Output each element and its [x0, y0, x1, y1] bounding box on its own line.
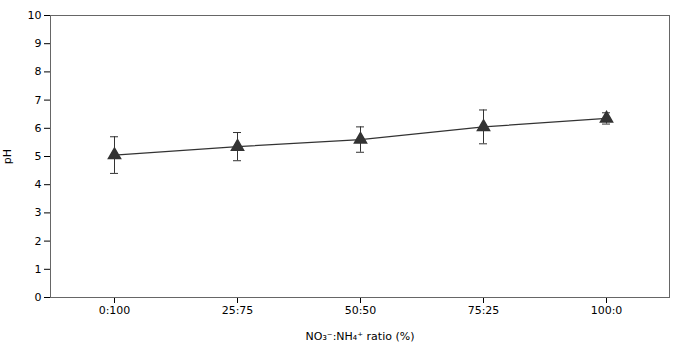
svg-text:7: 7 [35, 94, 42, 107]
svg-text:2: 2 [35, 235, 42, 248]
svg-text:1: 1 [35, 263, 42, 276]
svg-text:0:100: 0:100 [99, 304, 131, 317]
svg-text:pH: pH [1, 149, 14, 164]
svg-text:4: 4 [35, 178, 42, 191]
svg-text:25:75: 25:75 [222, 304, 254, 317]
svg-text:8: 8 [35, 65, 42, 78]
svg-text:9: 9 [35, 37, 42, 50]
svg-text:100:0: 100:0 [591, 304, 623, 317]
svg-text:75:25: 75:25 [468, 304, 500, 317]
svg-text:10: 10 [28, 9, 42, 22]
svg-text:3: 3 [35, 206, 42, 219]
svg-text:NO₃⁻:NH₄⁺ ratio (%): NO₃⁻:NH₄⁺ ratio (%) [306, 330, 415, 342]
svg-text:6: 6 [35, 122, 42, 135]
svg-text:5: 5 [35, 150, 42, 163]
svg-text:50:50: 50:50 [345, 304, 377, 317]
svg-text:0: 0 [35, 291, 42, 304]
